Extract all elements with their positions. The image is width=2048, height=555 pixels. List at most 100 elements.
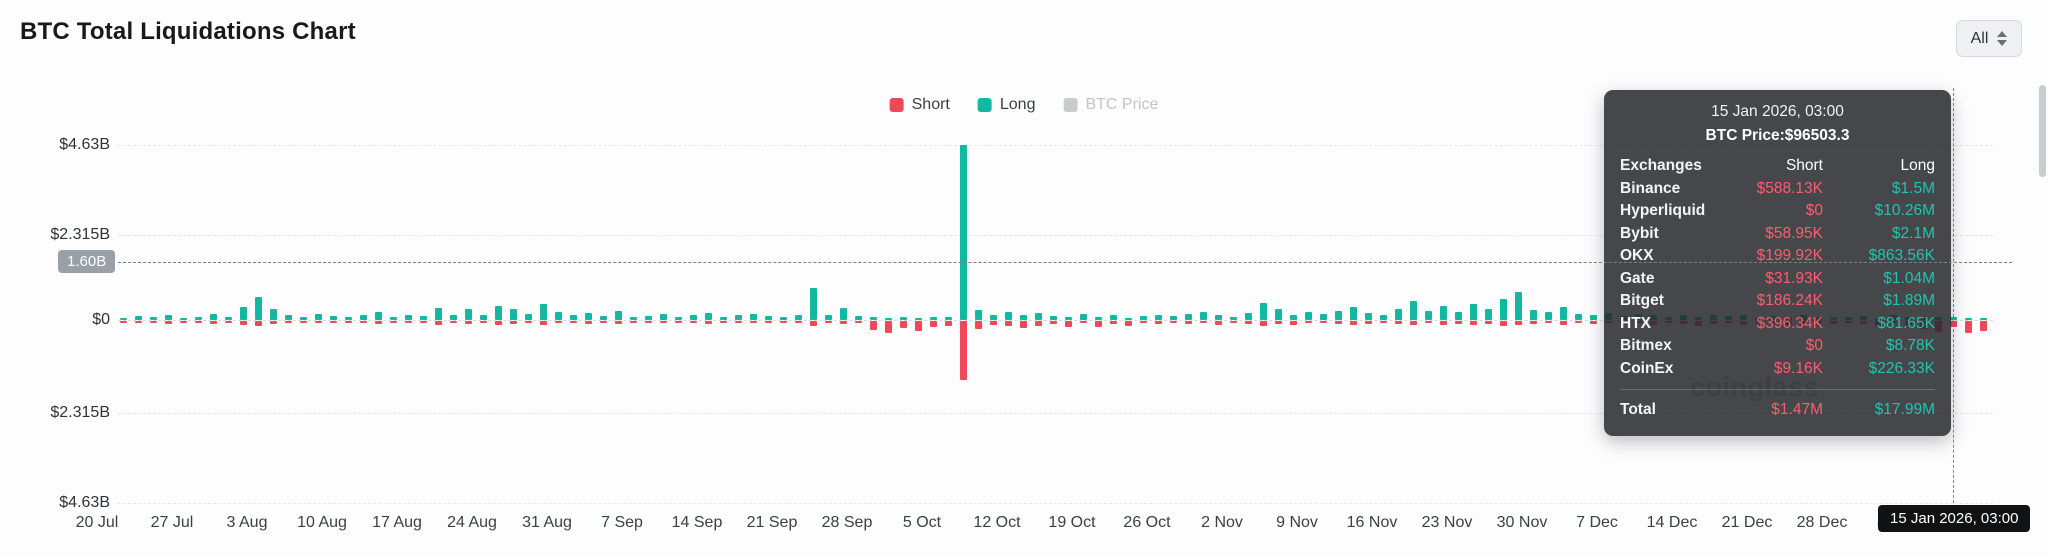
- long-bar: [1365, 313, 1372, 320]
- y-crosshair-badge: 1.60B: [58, 250, 116, 273]
- long-bar: [645, 316, 652, 320]
- short-bar: [840, 321, 847, 324]
- short-bar: [1560, 321, 1567, 325]
- short-bar: [330, 321, 337, 323]
- legend-label: Short: [911, 96, 950, 113]
- long-bar: [930, 317, 937, 320]
- long-bar: [1260, 303, 1267, 320]
- long-bar: [1320, 314, 1327, 320]
- short-bar: [1080, 321, 1087, 323]
- short-bar: [870, 321, 877, 330]
- short-bar: [630, 321, 637, 323]
- short-bar: [555, 321, 562, 323]
- long-bar: [1965, 318, 1972, 320]
- short-bar: [825, 321, 832, 323]
- short-bar: [990, 321, 997, 325]
- long-bar: [1350, 307, 1357, 320]
- x-axis-label: 31 Aug: [522, 514, 572, 531]
- long-bar: [195, 317, 202, 320]
- long-bar: [780, 317, 787, 320]
- tooltip-col-exchanges: Exchanges: [1620, 157, 1702, 175]
- short-bar: [360, 321, 367, 323]
- short-bar: [885, 321, 892, 333]
- long-bar: [615, 311, 622, 320]
- long-bar: [1125, 318, 1132, 320]
- long-bar: [1485, 309, 1492, 320]
- short-bar: [1395, 321, 1402, 324]
- long-bar: [1140, 316, 1147, 320]
- tooltip-total-long: $17.99M: [1874, 401, 1935, 419]
- short-bar: [975, 321, 982, 329]
- legend-item-short[interactable]: Short: [889, 96, 950, 114]
- tooltip-exchange-name: Bitget: [1620, 292, 1664, 310]
- gridline: [118, 503, 1993, 504]
- long-bar: [525, 314, 532, 320]
- long-bar: [870, 317, 877, 320]
- tooltip-exchange-short-value: $58.95K: [1765, 224, 1823, 242]
- short-bar: [120, 321, 127, 323]
- short-bar: [1425, 321, 1432, 323]
- short-bar: [1035, 321, 1042, 326]
- legend-swatch-icon: [977, 98, 992, 112]
- long-bar: [1560, 307, 1567, 320]
- long-bar: [135, 316, 142, 320]
- legend-swatch-icon: [1063, 98, 1078, 112]
- gridline: [118, 320, 1993, 321]
- short-bar: [135, 321, 142, 323]
- legend-item-long[interactable]: Long: [977, 96, 1035, 114]
- tooltip-exchange-long-value: $226.33K: [1868, 359, 1935, 377]
- legend-label: BTC Price: [1085, 96, 1159, 113]
- long-bar: [360, 315, 367, 320]
- long-bar: [795, 315, 802, 320]
- short-bar: [450, 321, 457, 323]
- tooltip-total-short: $1.47M: [1771, 401, 1823, 419]
- legend-item-btc-price[interactable]: BTC Price: [1063, 96, 1158, 114]
- long-bar: [1200, 312, 1207, 320]
- short-bar: [480, 321, 487, 323]
- vertical-scrollbar[interactable]: [2039, 85, 2046, 177]
- x-axis-label: 5 Oct: [902, 514, 942, 531]
- long-bar: [330, 316, 337, 320]
- tooltip-date: 15 Jan 2026, 03:00: [1711, 103, 1844, 120]
- short-bar: [225, 321, 232, 323]
- y-axis-label: $0: [92, 311, 110, 328]
- x-axis-label: 28 Dec: [1796, 514, 1848, 531]
- time-range-select[interactable]: All: [1956, 20, 2022, 57]
- tooltip-rows: Binance $588.13K $1.5M Hyperliquid $0 $10.26M…: [1620, 178, 1935, 381]
- tooltip-exchange-long-value: $2.1M: [1891, 224, 1935, 242]
- short-bar: [1185, 321, 1192, 324]
- long-bar: [660, 314, 667, 320]
- short-bar: [915, 321, 922, 331]
- long-bar: [495, 306, 502, 320]
- long-bar: [510, 309, 517, 320]
- long-bar: [435, 308, 442, 320]
- y-axis-label: $2.315B: [50, 226, 110, 243]
- long-bar: [1410, 301, 1417, 320]
- tooltip-col-short: Short: [1785, 157, 1823, 175]
- short-bar: [855, 321, 862, 323]
- long-bar: [600, 316, 607, 320]
- tooltip-exchange-row: Hyperliquid $0 $10.26M: [1620, 200, 1935, 223]
- tooltip-exchange-short-value: $9.16K: [1773, 359, 1823, 377]
- long-bar: [630, 317, 637, 320]
- short-bar: [1065, 321, 1072, 327]
- crosshair-vertical-line: [1953, 88, 1954, 508]
- short-bar: [315, 321, 322, 323]
- long-bar: [1455, 312, 1462, 320]
- long-bar: [1470, 304, 1477, 320]
- legend: Short Long BTC Price: [889, 96, 1158, 114]
- long-bar: [285, 315, 292, 320]
- short-bar: [735, 321, 742, 323]
- short-bar: [1005, 321, 1012, 326]
- short-bar: [1530, 321, 1537, 324]
- x-axis-label: 3 Aug: [226, 514, 268, 531]
- long-bar: [1170, 316, 1177, 320]
- x-axis-label: 12 Oct: [973, 514, 1021, 531]
- short-bar: [645, 321, 652, 323]
- x-axis-label: 27 Jul: [150, 514, 194, 531]
- short-bar: [525, 321, 532, 323]
- chart-plot-area[interactable]: [118, 85, 1993, 515]
- long-bar: [270, 309, 277, 320]
- short-bar: [405, 321, 412, 323]
- y-axis-label: $2.315B: [50, 404, 110, 421]
